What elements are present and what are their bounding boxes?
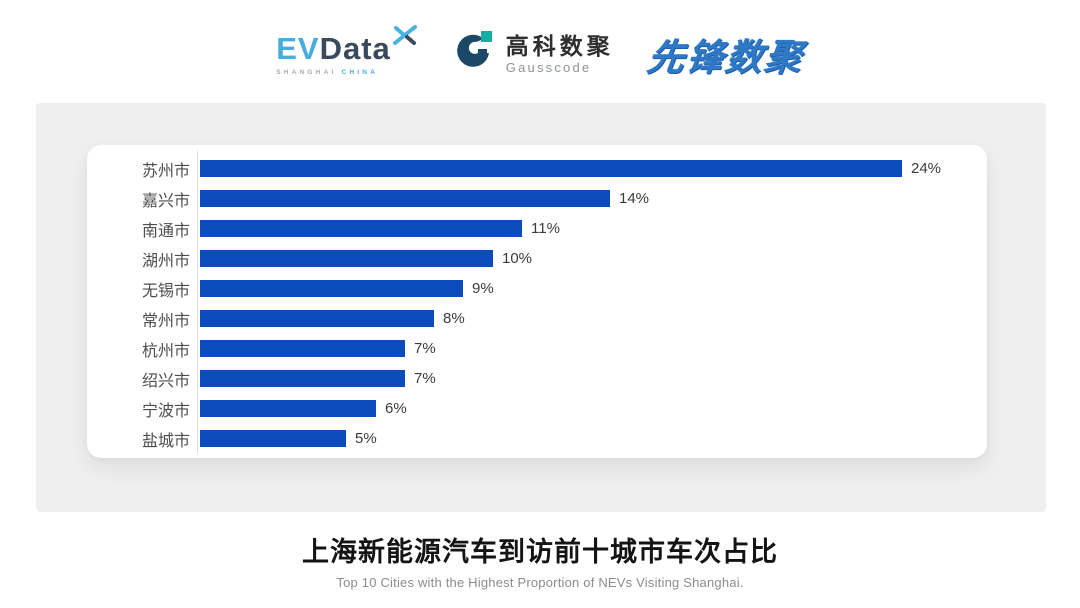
bar (200, 430, 346, 447)
value-label: 9% (472, 280, 494, 297)
evdata-subtext: SHANGHAI CHINA (276, 69, 378, 76)
evdata-x-icon (392, 24, 418, 50)
value-label: 7% (414, 340, 436, 357)
bar (200, 190, 610, 207)
axis-line (197, 151, 198, 453)
bar (200, 280, 463, 297)
header-logos: EV Data SHANGHAI CHINA (0, 18, 1080, 90)
bar-row: 南通市 11% (87, 220, 987, 240)
evdata-data-text: Data (319, 30, 391, 66)
value-label: 8% (443, 310, 465, 327)
category-label: 嘉兴市 (141, 192, 190, 210)
gausscode-text: 高科数聚 Gausscode (505, 32, 614, 75)
bar-row: 盐城市 5% (87, 430, 987, 450)
bar-row: 常州市 8% (87, 310, 987, 330)
bar (200, 370, 405, 387)
chart-title: 上海新能源汽车到访前十城市车次占比 (302, 537, 778, 567)
bar-row: 宁波市 6% (87, 400, 987, 420)
bar-row: 绍兴市 7% (87, 370, 987, 390)
gausscode-logo: 高科数聚 Gausscode (451, 28, 614, 81)
category-label: 绍兴市 (141, 372, 190, 390)
category-label: 湖州市 (141, 252, 190, 270)
value-label: 24% (911, 160, 942, 177)
bar (200, 160, 902, 177)
value-label: 6% (385, 400, 407, 417)
xianfeng-logo: 先锋数聚 (644, 37, 807, 78)
category-label: 杭州市 (141, 342, 190, 360)
chart-panel: 苏州市 24% 嘉兴市 14% 南通市 11% 湖州市 10% 无锡市 9% 常… (36, 103, 1046, 512)
bar-row: 无锡市 9% (87, 280, 987, 300)
bar (200, 310, 434, 327)
bar (200, 250, 493, 267)
chart-card: 苏州市 24% 嘉兴市 14% 南通市 11% 湖州市 10% 无锡市 9% 常… (87, 145, 987, 458)
evdata-wordmark: EV Data (276, 24, 417, 66)
category-label: 无锡市 (141, 282, 190, 300)
bar-row: 苏州市 24% (87, 160, 987, 180)
gausscode-g-icon (451, 28, 497, 81)
bar-row: 杭州市 7% (87, 340, 987, 360)
category-label: 南通市 (141, 222, 190, 240)
value-label: 10% (502, 250, 533, 267)
evdata-ev-text: EV (276, 30, 320, 66)
value-label: 11% (531, 220, 560, 237)
bar (200, 220, 522, 237)
evdata-logo: EV Data SHANGHAI CHINA (276, 24, 417, 76)
category-label: 苏州市 (141, 162, 190, 180)
evdata-shanghai-text: SHANGHAI (276, 68, 337, 76)
value-label: 5% (355, 430, 377, 447)
category-label: 常州市 (141, 312, 190, 330)
category-label: 宁波市 (141, 402, 190, 420)
gausscode-english-text: Gausscode (505, 59, 592, 75)
value-label: 7% (414, 370, 436, 387)
bar (200, 340, 405, 357)
chart-subtitle: Top 10 Cities with the Highest Proportio… (336, 575, 744, 590)
evdata-china-text: CHINA (341, 68, 379, 76)
value-label: 14% (619, 190, 650, 207)
bar-row: 湖州市 10% (87, 250, 987, 270)
caption: 上海新能源汽车到访前十城市车次占比 Top 10 Cities with the… (0, 530, 1080, 590)
bar-row: 嘉兴市 14% (87, 190, 987, 210)
gausscode-chinese-text: 高科数聚 (505, 32, 614, 59)
category-label: 盐城市 (141, 432, 190, 450)
bar (200, 400, 376, 417)
